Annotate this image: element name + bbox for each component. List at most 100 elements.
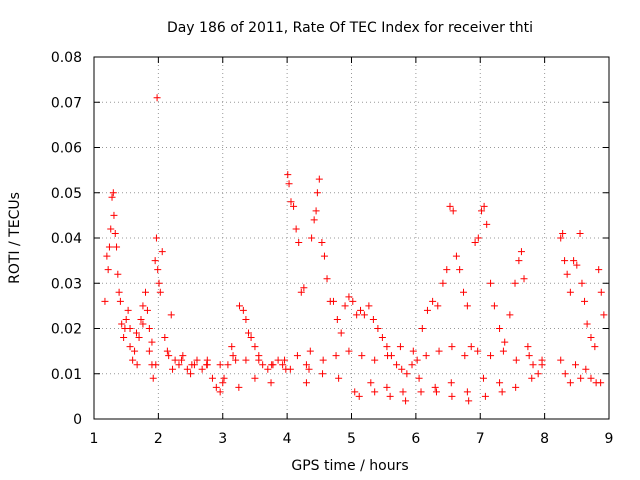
data-point — [193, 356, 201, 364]
data-point — [228, 343, 236, 351]
data-point — [474, 347, 482, 355]
y-tick-label: 0.02 — [51, 322, 82, 338]
data-point — [242, 356, 250, 364]
data-point — [274, 356, 282, 364]
data-point — [259, 361, 267, 369]
data-point — [332, 352, 340, 360]
data-point — [319, 370, 327, 378]
data-point — [480, 202, 488, 210]
data-point — [561, 370, 569, 378]
data-point — [198, 365, 206, 373]
data-point — [418, 325, 426, 332]
data-point — [369, 315, 377, 323]
data-point — [384, 352, 392, 360]
data-point — [371, 356, 379, 364]
data-point — [365, 302, 373, 310]
data-point — [498, 388, 506, 396]
data-point — [408, 361, 416, 369]
data-point — [111, 229, 119, 237]
data-point — [496, 379, 504, 387]
data-point — [371, 388, 379, 396]
data-point — [429, 297, 437, 305]
data-point — [511, 279, 519, 287]
data-point — [109, 189, 117, 197]
x-tick-label: 6 — [411, 431, 420, 447]
data-point — [578, 279, 586, 287]
data-point — [161, 334, 169, 342]
data-point — [446, 202, 454, 210]
data-point — [154, 266, 162, 274]
data-point — [479, 374, 487, 382]
data-point — [267, 379, 275, 387]
data-point — [107, 225, 115, 233]
data-point — [448, 343, 456, 351]
data-point — [360, 311, 368, 319]
data-point — [358, 352, 366, 360]
data-point — [232, 356, 240, 364]
data-point — [312, 207, 320, 215]
data-point — [120, 334, 128, 342]
data-point — [572, 361, 580, 369]
y-tick-label: 0.08 — [51, 50, 82, 66]
data-point — [534, 370, 542, 378]
y-axis-label: ROTI / TECUs — [7, 192, 23, 284]
data-point — [247, 334, 255, 342]
data-point — [435, 347, 443, 355]
data-point — [561, 257, 569, 265]
data-point — [353, 311, 361, 319]
data-point — [300, 284, 308, 292]
data-point — [235, 302, 243, 310]
data-point — [219, 379, 227, 387]
data-point — [570, 257, 578, 265]
data-point — [131, 347, 139, 355]
data-point — [431, 383, 439, 391]
data-point — [171, 356, 179, 364]
data-point — [402, 397, 410, 405]
data-point — [399, 388, 407, 396]
data-point — [239, 306, 247, 314]
data-point — [367, 379, 375, 387]
data-point — [308, 234, 316, 242]
data-point — [143, 306, 151, 314]
data-point — [108, 193, 116, 201]
data-point — [297, 288, 305, 296]
data-point — [463, 388, 471, 396]
x-tick-label: 8 — [540, 431, 549, 447]
data-point — [566, 379, 574, 387]
data-point — [313, 189, 321, 197]
data-point — [474, 234, 482, 242]
data-point — [113, 243, 121, 251]
x-tick-label: 7 — [476, 431, 485, 447]
data-point — [268, 361, 276, 369]
data-point — [583, 320, 591, 328]
data-point — [137, 315, 145, 323]
data-point — [576, 229, 584, 237]
data-point — [566, 288, 574, 296]
y-tick-label: 0.07 — [51, 95, 82, 111]
data-point — [319, 356, 327, 364]
data-point — [563, 270, 571, 278]
data-point — [447, 379, 455, 387]
data-point — [528, 374, 536, 382]
data-point — [118, 320, 126, 328]
data-point — [396, 343, 404, 351]
plot-frame — [93, 56, 610, 420]
data-point — [506, 311, 514, 319]
x-tick-label: 4 — [283, 431, 292, 447]
data-point — [212, 383, 220, 391]
data-point — [398, 365, 406, 373]
data-point — [229, 352, 237, 360]
data-point — [103, 252, 111, 260]
data-point — [323, 275, 331, 283]
y-tick-label: 0.03 — [51, 276, 82, 292]
data-point — [591, 343, 599, 351]
data-point — [517, 248, 525, 256]
data-point — [487, 352, 495, 360]
y-tick-label: 0.04 — [51, 231, 82, 247]
data-point — [281, 356, 289, 364]
data-point — [452, 252, 460, 260]
data-point — [208, 374, 216, 382]
data-point — [460, 288, 468, 296]
data-point — [422, 352, 430, 360]
data-point — [251, 374, 259, 382]
